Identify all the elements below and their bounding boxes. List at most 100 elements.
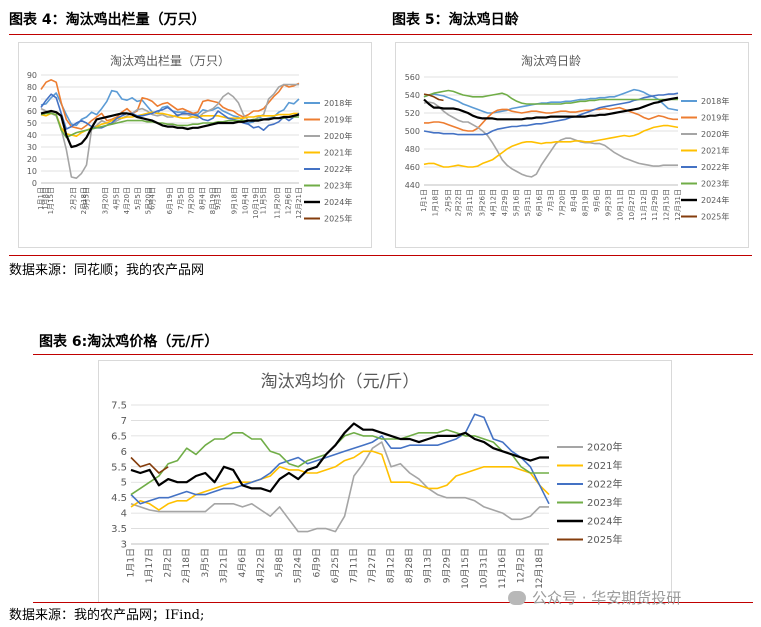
y-tick-label: 6.5 [111,431,127,442]
y-tick-label: 50 [27,119,37,128]
legend-label: 2018年 [701,96,729,106]
legend-label: 2025年 [324,213,352,223]
y-tick-label: 5 [121,478,127,489]
y-tick-label: 460 [405,163,420,172]
x-tick-label: 12月18日 [534,548,545,589]
figure-4-caption: 图表 4：淘汰鸡出栏量（万只） [9,12,206,28]
x-tick-label: 3月21日 [218,548,229,583]
series-line-2023年 [40,112,299,139]
y-tick-label: 3 [121,540,127,551]
series-line-2024年 [40,109,300,149]
y-tick-label: 480 [405,145,420,154]
y-tick-label: 4.5 [111,493,127,504]
legend-label: 2020年 [587,441,622,454]
x-tick-label: 2月18日 [80,187,88,214]
y-tick-label: 6 [121,447,127,458]
figure-5-caption: 图表 5：淘汰鸡日龄 [392,12,519,28]
y-tick-label: 4 [121,509,127,520]
y-tick-label: 90 [27,71,37,80]
divider-line [33,602,753,603]
legend-label: 2025年 [701,211,729,221]
x-tick-label: 7月5日 [177,187,185,210]
series-line-2021年 [130,450,550,511]
x-tick-label: 3月11日 [466,189,474,216]
series-line-2025年 [130,456,169,474]
y-tick-label: 80 [27,83,37,92]
legend-label: 2024年 [701,195,729,205]
x-tick-label: 10月19日 [252,187,260,219]
x-tick-label: 5月8日 [274,548,285,577]
divider-line [9,255,752,256]
x-tick-label: 12月31日 [674,189,682,221]
x-tick-label: 4月22日 [256,548,267,583]
y-tick-label: 560 [405,73,420,82]
x-tick-label: 7月3日 [547,189,555,212]
x-tick-label: 2月22日 [455,189,463,216]
x-tick-label: 1月1日 [126,548,137,577]
series-line-2019年 [40,78,300,130]
x-tick-label: 1月15日 [47,187,55,214]
y-tick-label: 10 [27,167,37,176]
chart-title: 淘汰鸡出栏量（万只） [110,53,230,68]
series-line-2024年 [130,422,549,493]
x-tick-label: 4月12日 [489,189,497,216]
x-tick-label: 3月5日 [200,548,211,577]
legend-label: 2021年 [701,145,729,155]
y-tick-label: 40 [27,131,37,140]
y-tick-label: 30 [27,143,37,152]
chart-1-svg: 淘汰鸡出栏量（万只） 0 10 20 30 40 50 60 70 80 90 1月1日1月8日1月1… [27,53,353,223]
y-tick-label: 500 [405,127,420,136]
x-tick-label: 9月23日 [605,189,613,216]
x-tick-label: 11月20日 [274,187,282,219]
y-tick-label: 3.5 [111,524,127,535]
watermark-text: 公众号 · 华安期货投研 [532,589,682,607]
x-tick-label: 2月2日 [163,548,174,577]
x-tick-label: 7月20日 [559,189,567,216]
legend-label: 2025年 [587,533,622,546]
legend-label: 2023年 [701,178,729,188]
x-tick-label: 10月4日 [241,187,249,214]
x-tick-label: 8月28日 [404,548,415,583]
x-tick-label: 6月16日 [535,189,543,216]
x-tick-label: 5月5日 [134,187,142,210]
series-line-2020年 [423,101,678,178]
x-tick-label: 12月21日 [295,187,303,219]
divider-line [9,34,752,35]
x-tick-label: 4月5日 [112,187,120,210]
x-tick-label: 5月31日 [524,189,532,216]
x-tick-label: 1月8日 [42,187,50,210]
chart-2-frame: 淘汰鸡日龄 440 460 480 500 520 540 560 1月1日 1月18日 2月5日 2… [395,42,749,248]
x-tick-label: 12月6日 [284,187,292,214]
x-tick-label: 5月20日 [145,187,153,214]
x-tick-label: 5月24日 [293,548,304,583]
series-line-2024年 [423,96,679,121]
chart-title: 淘汰鸡均价（元/斤） [261,372,420,392]
legend-label: 2024年 [324,197,352,207]
x-tick-label: 10月31日 [478,548,489,589]
x-tick-label: 6月9日 [311,548,322,577]
x-tick-label: 6月19日 [166,187,174,214]
series-line-2022年 [40,93,300,131]
x-tick-label: 6月25日 [330,548,341,583]
y-tick-label: 20 [27,155,37,164]
series-line-2023年 [423,89,678,105]
legend-label: 2018年 [324,98,352,108]
y-tick-label: 440 [405,181,420,190]
x-tick-label: 8月4日 [198,187,206,210]
x-tick-label: 4月29日 [501,189,509,216]
legend-label: 2021年 [587,459,622,472]
x-tick-label: 1月1日 [37,187,45,210]
x-tick-label: 3月5日 [83,187,91,210]
legend-label: 2021年 [324,147,352,157]
series-line-2020年 [130,441,549,533]
y-tick-label: 60 [27,107,37,116]
legend-label: 2019年 [701,112,729,122]
x-tick-label: 7月27日 [367,548,378,583]
x-tick-label: 9月13日 [423,548,434,583]
x-tick-label: 9月18日 [231,187,239,214]
x-tick-label: 8月19日 [582,189,590,216]
legend-label: 2022年 [701,162,729,172]
legend-label: 2020年 [324,131,352,141]
y-tick-label: 540 [405,91,420,100]
